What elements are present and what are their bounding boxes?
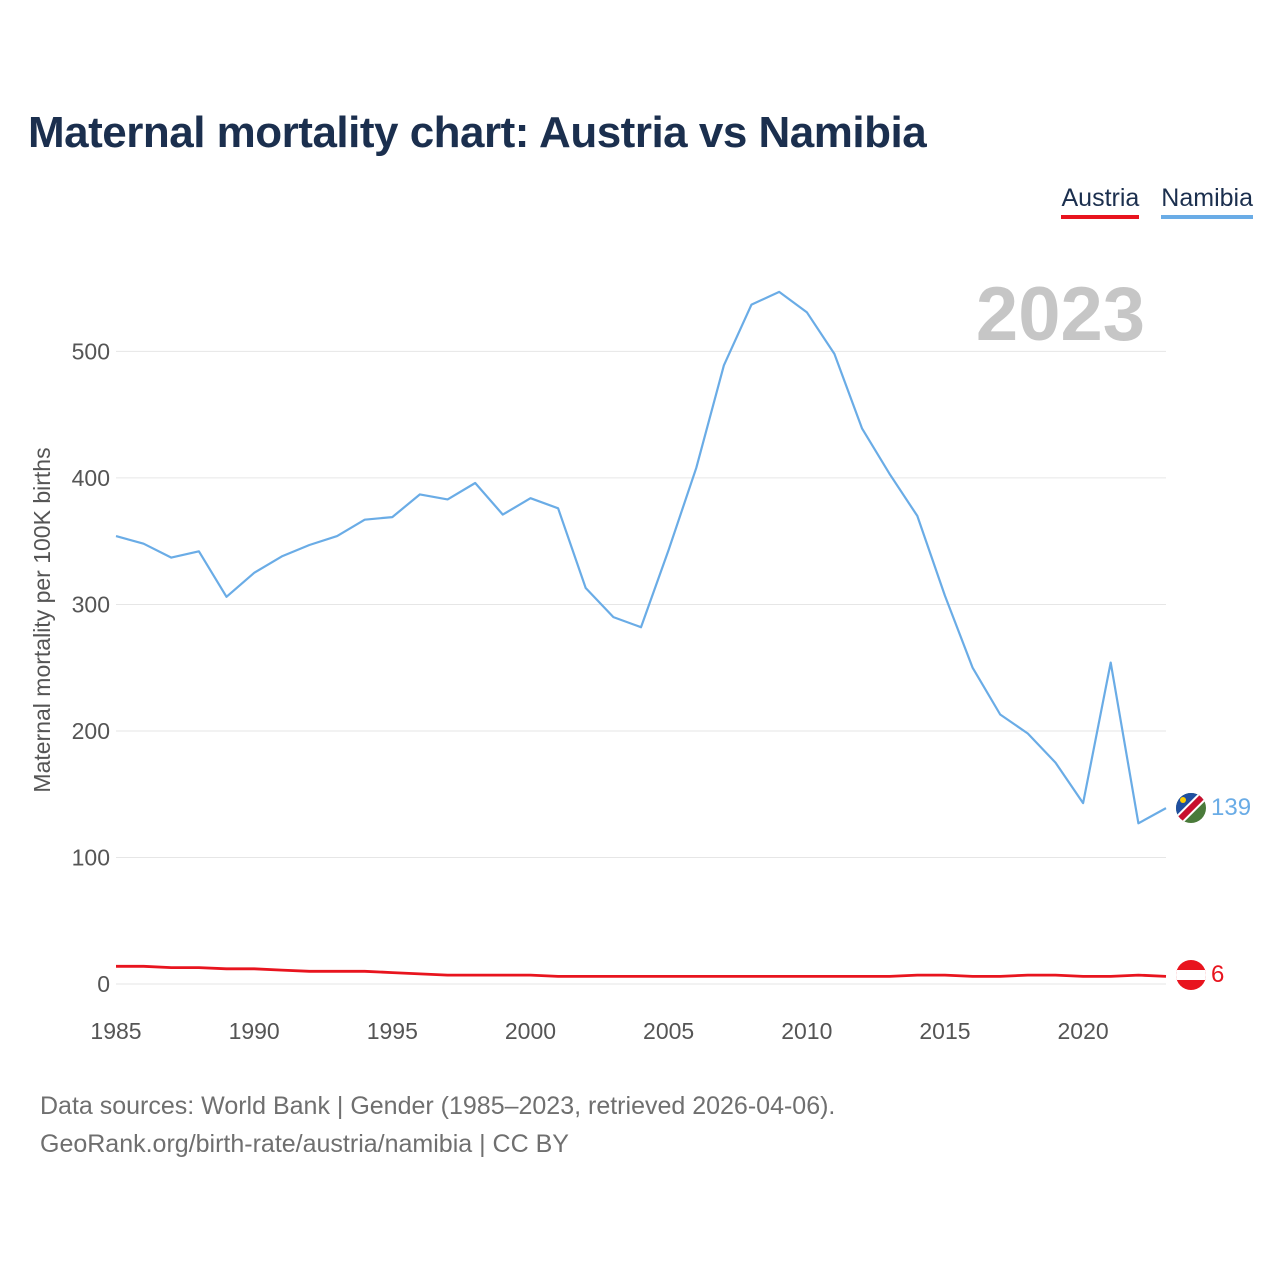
x-tick-label: 2000 (505, 1018, 556, 1044)
series-line-namibia[interactable] (115, 290, 1167, 825)
y-tick-label: 100 (72, 844, 110, 870)
legend: Austria Namibia (1061, 184, 1253, 219)
series-lines (115, 290, 1167, 978)
chart-title: Maternal mortality chart: Austria vs Nam… (28, 108, 927, 157)
x-tick-label: 1985 (90, 1018, 141, 1044)
legend-item-namibia[interactable]: Namibia (1161, 184, 1253, 219)
x-axis: 1985 1990 1995 2000 2005 2010 2015 2020 (90, 1018, 1108, 1044)
y-axis: 0 100 200 300 400 500 (72, 338, 110, 997)
y-tick-label: 200 (72, 718, 110, 744)
x-tick-label: 2020 (1058, 1018, 1109, 1044)
legend-item-austria[interactable]: Austria (1061, 184, 1140, 219)
y-axis-label: Maternal mortality per 100K births (29, 447, 55, 792)
data-source-note: Data sources: World Bank | Gender (1985–… (40, 1092, 836, 1120)
footer: Data sources: World Bank | Gender (1985–… (40, 1087, 835, 1163)
y-tick-label: 400 (72, 465, 110, 491)
x-tick-label: 2015 (919, 1018, 970, 1044)
x-tick-label: 2005 (643, 1018, 694, 1044)
y-tick-label: 500 (72, 338, 110, 364)
series-line-austria[interactable] (116, 964, 1167, 978)
x-tick-label: 2010 (781, 1018, 832, 1044)
year-watermark: 2023 (976, 272, 1145, 357)
austria-end-label: 6 (1211, 961, 1224, 988)
x-tick-label: 1995 (367, 1018, 418, 1044)
namibia-flag-icon (1176, 793, 1206, 823)
y-tick-label: 300 (72, 591, 110, 617)
x-tick-label: 1990 (229, 1018, 280, 1044)
austria-flag-icon (1176, 960, 1206, 990)
attribution-link[interactable]: GeoRank.org/birth-rate/austria/namibia |… (40, 1130, 569, 1158)
namibia-end-label: 139 (1211, 794, 1251, 821)
grid-lines (116, 350, 1166, 985)
y-tick-label: 0 (97, 971, 110, 997)
